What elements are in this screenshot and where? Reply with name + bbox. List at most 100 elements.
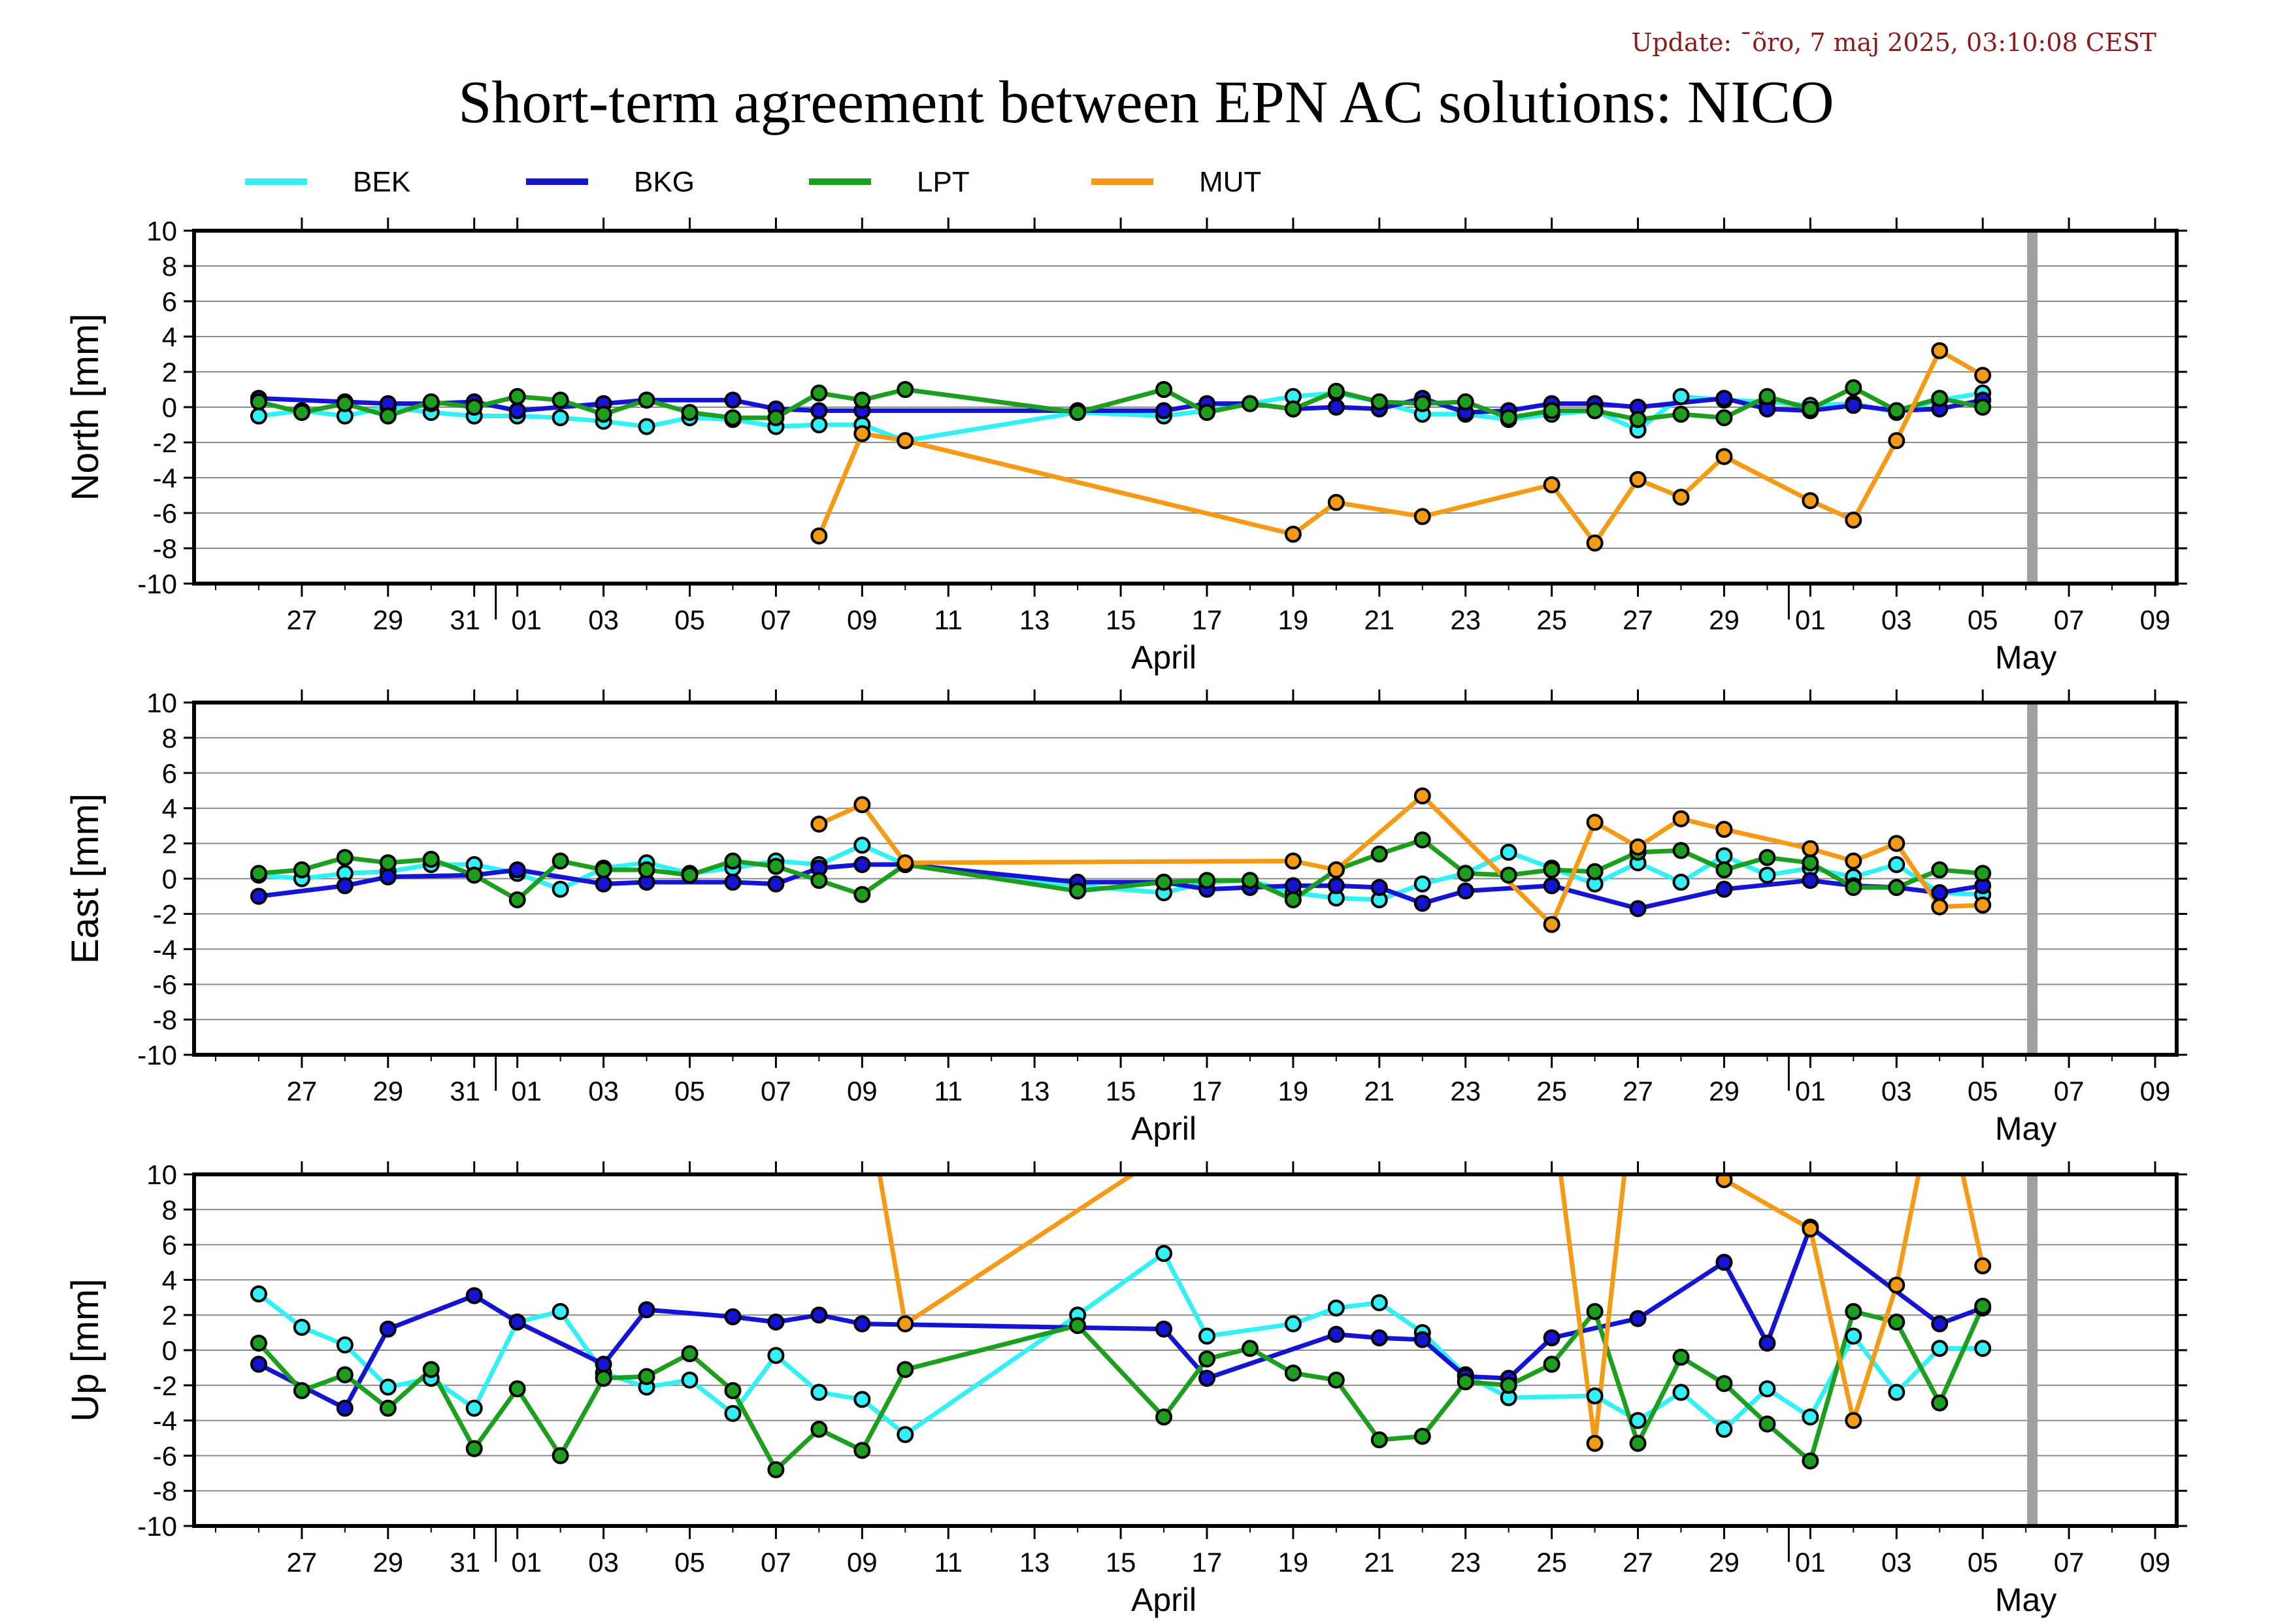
x-tick-label: 03 — [1881, 1547, 1912, 1578]
data-point-bkg — [810, 402, 828, 420]
data-point-bek — [465, 1399, 483, 1417]
y-tick-label: 4 — [162, 1265, 177, 1295]
data-point-bkg — [1715, 880, 1733, 898]
data-point-lpt — [1155, 1408, 1173, 1426]
y-tick-label: 10 — [146, 688, 177, 718]
data-point-lpt — [1069, 404, 1087, 422]
data-point-lpt — [1155, 381, 1173, 398]
x-tick-label: 09 — [847, 1076, 878, 1106]
series-group — [250, 1174, 1992, 1478]
legend-label-lpt: LPT — [917, 166, 970, 198]
data-point-mut — [1327, 493, 1345, 511]
x-tick-label: 01 — [1795, 1076, 1826, 1106]
data-point-mut — [1974, 1257, 1992, 1274]
data-point-bkg — [1327, 399, 1345, 416]
data-point-lpt — [638, 861, 655, 879]
data-point-bek — [379, 1378, 397, 1396]
data-point-bkg — [724, 1308, 742, 1325]
data-point-bkg — [1629, 900, 1647, 918]
data-point-lpt — [1241, 872, 1259, 889]
data-point-lpt — [1155, 873, 1173, 891]
data-point-bek — [1974, 1340, 1992, 1357]
data-point-lpt — [724, 852, 742, 870]
x-tick-label: 29 — [1709, 1547, 1740, 1578]
x-tick-label: 29 — [1709, 605, 1740, 635]
data-point-lpt — [810, 384, 828, 402]
data-point-bek — [1888, 855, 1905, 873]
x-tick-label: 03 — [1881, 1076, 1912, 1106]
data-point-mut — [1586, 1434, 1604, 1452]
x-tick-label: 21 — [1364, 605, 1394, 635]
data-point-mut — [1802, 840, 1819, 857]
data-point-bek — [1672, 1384, 1690, 1401]
data-point-lpt — [1543, 1355, 1560, 1373]
x-tick-label: 05 — [674, 1076, 705, 1106]
data-point-bek — [552, 1302, 569, 1320]
data-point-bkg — [595, 1355, 612, 1373]
data-point-lpt — [681, 867, 699, 884]
x-tick-label: 05 — [674, 605, 705, 635]
x-tick-label: 29 — [1709, 1076, 1740, 1106]
data-point-lpt — [681, 404, 699, 422]
data-point-lpt — [1370, 845, 1388, 863]
chart-title: Short-term agreement between EPN AC solu… — [458, 69, 1834, 135]
data-point-lpt — [724, 1382, 742, 1399]
data-point-lpt — [1284, 891, 1302, 908]
data-point-lpt — [552, 391, 569, 409]
data-point-mut — [1715, 1174, 1733, 1189]
data-point-lpt — [1888, 402, 1905, 420]
data-point-mut — [1543, 476, 1560, 493]
x-tick-label: 27 — [287, 605, 318, 635]
data-point-mut — [1672, 810, 1690, 827]
x-tick-label: 09 — [847, 605, 878, 635]
data-point-mut — [1413, 787, 1431, 804]
data-point-bek — [810, 416, 828, 433]
data-point-bkg — [724, 391, 742, 409]
x-tick-label: 07 — [761, 1547, 791, 1578]
data-point-lpt — [293, 861, 310, 879]
x-tick-label: 23 — [1450, 1547, 1481, 1578]
legend-label-mut: MUT — [1199, 166, 1261, 198]
data-point-lpt — [767, 409, 785, 427]
data-point-mut — [1974, 896, 1992, 914]
data-point-lpt — [1457, 393, 1474, 410]
data-point-lpt — [465, 399, 483, 416]
y-tick-label: 6 — [162, 758, 177, 789]
data-point-lpt — [638, 1368, 655, 1385]
data-point-lpt — [1370, 393, 1388, 410]
x-tick-label: 19 — [1278, 1076, 1309, 1106]
data-point-lpt — [1802, 1452, 1819, 1470]
data-point-lpt — [1974, 1297, 1992, 1315]
data-point-lpt — [1672, 1348, 1690, 1366]
data-point-mut — [1931, 898, 1949, 916]
data-point-lpt — [552, 852, 569, 870]
data-point-bek — [1284, 1315, 1302, 1333]
data-point-bkg — [1155, 1320, 1173, 1338]
y-tick-label: -10 — [137, 1511, 177, 1542]
data-point-lpt — [638, 391, 655, 409]
data-point-lpt — [1543, 402, 1560, 420]
data-point-mut — [1931, 342, 1949, 359]
x-tick-label: 09 — [847, 1547, 878, 1578]
data-point-bek — [1198, 1327, 1215, 1345]
y-axis-label: East [mm] — [64, 793, 107, 964]
month-label: April — [1131, 1582, 1196, 1618]
data-point-lpt — [508, 1380, 526, 1398]
month-label: May — [1995, 639, 2056, 676]
x-tick-label: 07 — [2054, 605, 2085, 635]
data-point-lpt — [1413, 395, 1431, 412]
data-point-lpt — [379, 1399, 397, 1417]
data-point-lpt — [897, 1361, 914, 1378]
x-tick-label: 25 — [1536, 1547, 1567, 1578]
x-tick-label: 01 — [1795, 605, 1826, 635]
data-point-bkg — [379, 1320, 397, 1338]
data-point-mut — [1543, 916, 1560, 933]
data-point-bkg — [508, 402, 526, 420]
y-tick-label: 2 — [162, 829, 177, 859]
data-point-bkg — [1370, 1329, 1388, 1347]
data-point-mut — [1802, 492, 1819, 510]
data-point-bek — [1758, 1380, 1776, 1398]
data-point-lpt — [1413, 1427, 1431, 1445]
data-point-mut — [1974, 367, 1992, 384]
data-point-lpt — [1845, 379, 1862, 397]
